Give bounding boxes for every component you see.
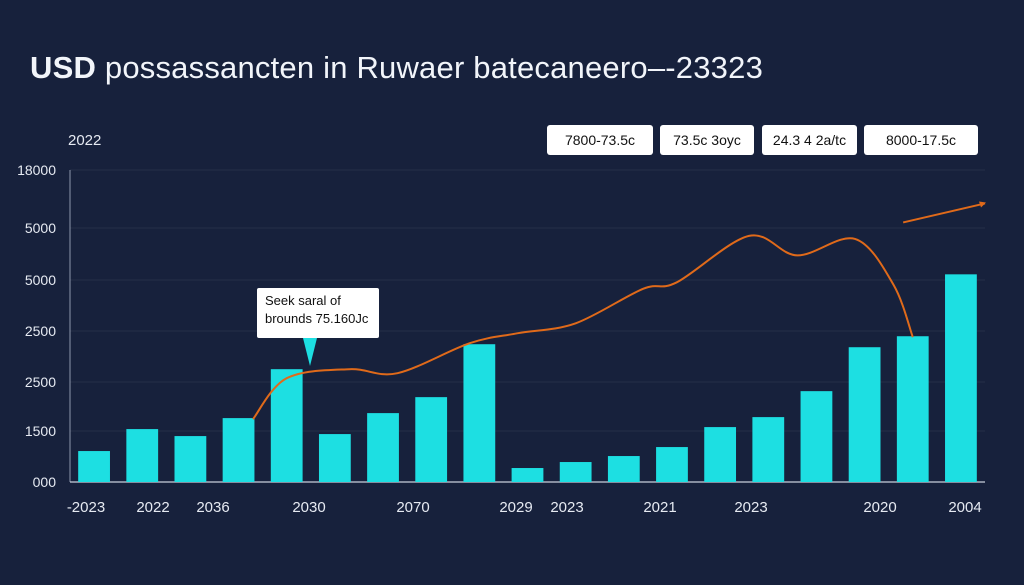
x-tick-label: 2020 <box>863 499 896 516</box>
annotation-tooltip: Seek saral of brounds 75.160Jc <box>257 288 379 338</box>
y-tick-label: 2500 <box>25 323 56 339</box>
annotation-line-2: brounds 75.160Jc <box>265 311 369 326</box>
series-line <box>252 234 914 420</box>
bar <box>559 462 592 482</box>
annotation-line-1: Seek saral of <box>265 293 341 308</box>
y-tick-label: 000 <box>33 474 57 490</box>
x-tick-label: 2036 <box>196 499 229 516</box>
bar <box>896 336 929 482</box>
x-tick-label: 2023 <box>550 499 583 516</box>
x-tick-label: 2023 <box>734 499 767 516</box>
bar <box>318 434 351 482</box>
legend-item-4: 8000-17.5c <box>864 125 978 155</box>
tooltip-pointer <box>303 338 317 366</box>
bar <box>174 436 207 482</box>
bar <box>607 456 640 482</box>
bar <box>704 427 737 482</box>
y-tick-label: 2500 <box>25 374 56 390</box>
x-tick-label: -2023 <box>67 499 105 516</box>
x-tick-label: 2021 <box>643 499 676 516</box>
title-rest: possassancten in Ruwaer batecaneero–-233… <box>104 50 764 85</box>
x-tick-label: 2070 <box>396 499 429 516</box>
bar <box>270 369 303 482</box>
x-tick-label: 2022 <box>136 499 169 516</box>
x-tick-label: 2004 <box>948 499 981 516</box>
corner-year-label: 2022 <box>68 132 102 149</box>
x-tick-label: 2030 <box>292 499 325 516</box>
title-prefix: USD <box>30 50 97 85</box>
trend-line <box>902 202 986 224</box>
x-tick-label: 2029 <box>499 499 532 516</box>
bar <box>463 344 496 482</box>
bar <box>752 417 785 482</box>
y-tick-label: 5000 <box>25 272 56 288</box>
bar <box>945 274 977 482</box>
trend-arrowhead <box>979 201 986 208</box>
legend-item-3: 24.3 4 2a/tc <box>762 125 857 155</box>
bar <box>511 468 544 482</box>
bar <box>222 418 255 482</box>
bar <box>78 451 110 482</box>
bar <box>848 347 881 482</box>
bar <box>367 413 399 482</box>
bar <box>415 397 448 482</box>
bar <box>800 391 833 482</box>
legend-item-2: 73.5c 3oyc <box>660 125 754 155</box>
legend-item-1: 7800-73.5c <box>547 125 653 155</box>
bar <box>126 429 159 482</box>
y-tick-label: 5000 <box>25 220 56 236</box>
bar <box>656 447 688 482</box>
y-tick-label: 18000 <box>17 162 56 178</box>
y-tick-label: 1500 <box>25 423 56 439</box>
chart-title: USD possassancten in Ruwaer batecaneero–… <box>30 50 763 86</box>
